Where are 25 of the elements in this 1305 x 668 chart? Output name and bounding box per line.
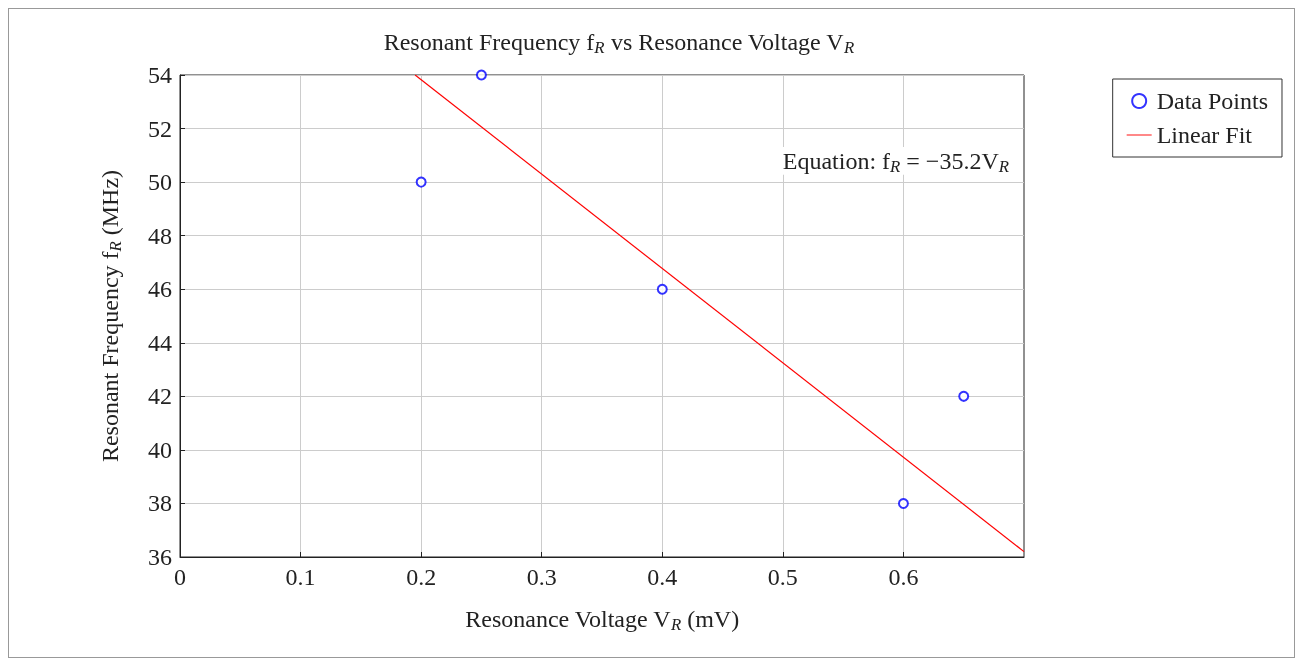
y-tick-label: 44 [148,329,172,356]
point [897,497,909,509]
x-tick-label: 0.5 [767,564,798,590]
x-tick-label: 0.1 [285,564,316,590]
x-tick-label: 0.3 [526,564,557,590]
point [958,390,970,402]
y-tick-label: 46 [148,276,172,303]
x-tick-label: 0.2 [406,564,437,590]
y-tick-label: 36 [148,544,172,570]
legend-label: Linear Fit [1156,122,1253,148]
point [656,283,668,295]
y-tick-label: 48 [148,222,172,249]
y-axis-title: Resonant Frequency fR (MHz) [97,169,125,463]
x-tick-label: 0.4 [647,564,678,590]
y-tick-label: 40 [148,436,172,463]
y-tick-label: 54 [148,62,172,88]
y-tick-label: 50 [148,169,172,196]
y-tick-label: 42 [148,383,172,410]
point [415,176,427,188]
x-tick-label: 0 [174,564,186,590]
y-tick-label: 38 [148,490,172,517]
x-tick-label: 0.6 [888,564,919,590]
legend-label: Data Points [1156,88,1268,114]
point [475,69,487,81]
y-tick-label: 52 [148,115,172,142]
